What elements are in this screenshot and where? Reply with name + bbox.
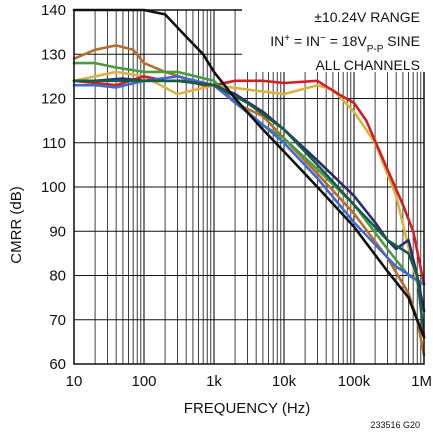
y-tick-label: 140 bbox=[41, 2, 66, 19]
y-axis-title: CMRR (dB) bbox=[8, 186, 25, 264]
figure-id: 233516 G20 bbox=[370, 420, 420, 430]
annotation-box bbox=[242, 4, 425, 72]
series-line-5 bbox=[72, 75, 426, 286]
series-line-1 bbox=[72, 70, 426, 313]
x-tick-label: 1M bbox=[411, 373, 432, 390]
x-tick-label: 1k bbox=[206, 373, 222, 390]
series-line-2 bbox=[72, 75, 426, 286]
series-line-7 bbox=[72, 79, 426, 339]
series-line-3 bbox=[72, 44, 426, 357]
series-line-8 bbox=[72, 8, 426, 339]
x-axis-title: FREQUENCY (Hz) bbox=[184, 400, 310, 417]
y-tick-label: 100 bbox=[41, 179, 66, 196]
series-layer bbox=[72, 8, 426, 357]
x-tick-label: 10 bbox=[66, 373, 83, 390]
y-tick-labels: 60 70 80 90 100 110 120 130 140 bbox=[41, 2, 66, 373]
x-tick-label: 100 bbox=[131, 373, 156, 390]
x-tick-label: 10k bbox=[272, 373, 297, 390]
y-tick-label: 80 bbox=[49, 268, 66, 285]
annotation-channels: ALL CHANNELS bbox=[315, 57, 420, 73]
y-tick-label: 60 bbox=[49, 356, 66, 373]
y-tick-label: 110 bbox=[42, 135, 66, 152]
annotation-range: ±10.24V RANGE bbox=[314, 9, 420, 25]
x-tick-labels: 10 100 1k 10k 100k 1M bbox=[66, 373, 432, 390]
y-tick-label: 130 bbox=[41, 46, 66, 63]
y-tick-label: 70 bbox=[49, 312, 66, 329]
y-tick-label: 120 bbox=[41, 91, 66, 108]
annotation-input: IN+ = IN− = 18VP-P SINE bbox=[270, 33, 420, 55]
x-tick-label: 100k bbox=[338, 373, 371, 390]
y-tick-label: 90 bbox=[49, 223, 66, 240]
